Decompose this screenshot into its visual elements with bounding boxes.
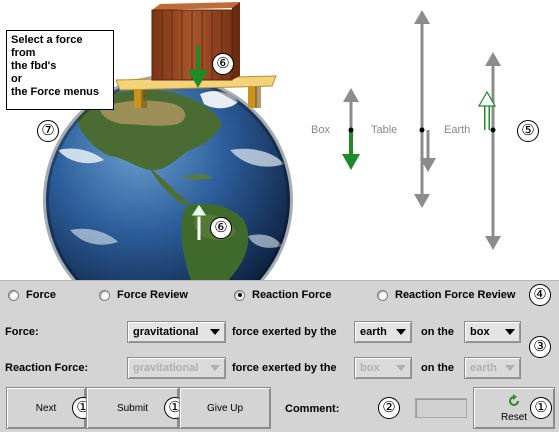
fbd-label-box: Box [311,124,330,136]
marker-2: ② [378,397,400,419]
reaction-on-label: on the [421,362,454,374]
radio-button[interactable] [8,289,19,301]
force-by-select[interactable]: earth [354,321,412,343]
scene-graphics [43,2,501,280]
reset-icon [509,394,519,406]
submit-button-label: Submit [116,402,149,414]
chevron-down-icon [505,329,515,335]
radio-button[interactable] [377,289,388,301]
force-on-value: box [470,326,490,338]
marker-5: ⑤ [517,120,539,142]
earth-globe[interactable] [43,75,293,280]
force-type-value: gravitational [133,326,199,338]
fbd-label-earth: Earth [444,124,471,136]
reaction-by-value: box [360,362,380,374]
force-type-select[interactable]: gravitational [127,321,226,343]
chevron-down-icon [505,365,515,371]
force-exerted-by-label: force exerted by the [232,326,337,338]
instructions-text: Select a force from the fbd's or the For… [6,30,114,110]
marker-7: ⑦ [37,120,59,142]
reaction-row-label: Reaction Force: [5,362,89,374]
marker-1-reset: ① [530,397,552,419]
reaction-by-select[interactable]: box [354,357,412,379]
force-on-label: on the [421,326,454,338]
radio-label: Force [26,289,56,301]
radio-label: Reaction Force Review [395,289,516,301]
marker-6-earth: ⑥ [210,217,232,239]
radio-force-review[interactable]: Force Review [99,287,188,303]
force-row-label: Force: [5,326,39,338]
radio-label: Reaction Force [252,289,332,301]
radio-reaction-force-review[interactable]: Reaction Force Review [377,287,515,303]
give-up-button-label: Give Up [206,402,244,414]
fbd-earth[interactable] [477,52,501,250]
radio-button[interactable] [99,289,110,301]
radio-button-selected[interactable] [234,289,245,301]
control-panel: Force Force Review Reaction Force Reacti… [0,280,559,432]
force-by-value: earth [360,326,387,338]
reaction-on-value: earth [470,362,497,374]
submit-button[interactable]: Submit [86,387,179,429]
give-up-button[interactable]: Give Up [179,387,271,429]
reaction-exerted-by-label: force exerted by the [232,362,337,374]
chevron-down-icon [210,365,220,371]
radio-force[interactable]: Force [8,287,56,303]
fbd-table[interactable] [414,10,436,208]
marker-6-box: ⑥ [212,53,234,75]
chevron-down-icon [396,329,406,335]
fbd-label-table: Table [371,124,398,136]
reaction-type-select[interactable]: gravitational [127,357,226,379]
marker-4: ④ [529,284,551,306]
reaction-type-value: gravitational [133,362,199,374]
next-button-label: Next [35,402,57,414]
gravity-force-on-box-arrow[interactable] [188,46,208,88]
marker-3: ③ [529,336,551,358]
reaction-on-select[interactable]: earth [464,357,521,379]
comment-label: Comment: [285,403,340,415]
chevron-down-icon [210,329,220,335]
reaction-force-on-earth-arrow[interactable] [190,203,208,240]
fbd-box[interactable] [342,88,360,170]
radio-reaction-force[interactable]: Reaction Force [234,287,331,303]
force-on-select[interactable]: box [464,321,521,343]
radio-label: Force Review [117,289,188,301]
comment-field[interactable] [415,398,467,418]
reset-button-label: Reset [500,412,528,423]
chevron-down-icon [396,365,406,371]
scene: Select a force from the fbd's or the For… [6,2,539,280]
